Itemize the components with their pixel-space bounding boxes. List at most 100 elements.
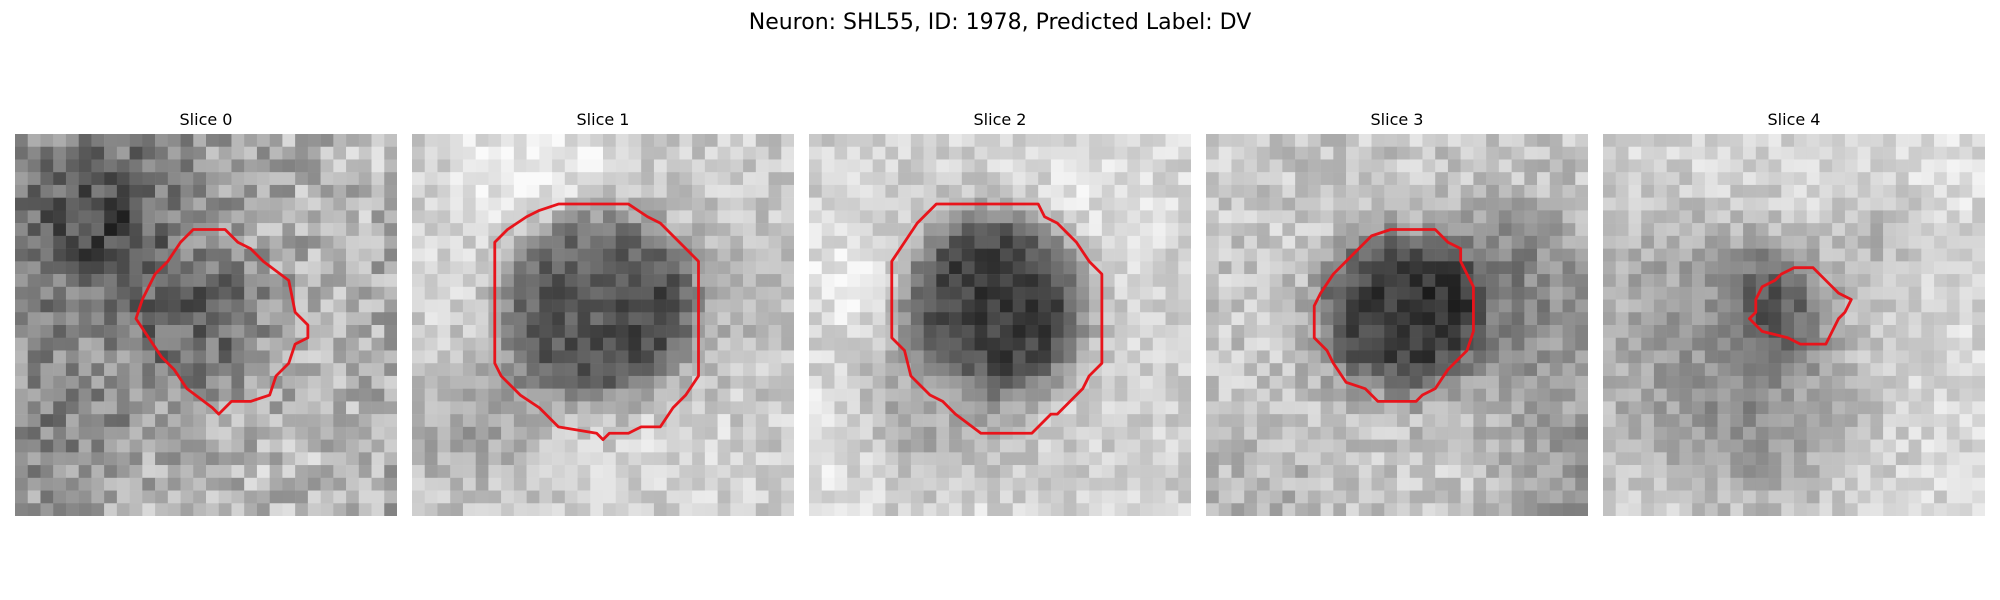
image-pixel	[1231, 325, 1245, 338]
image-pixel	[1603, 172, 1616, 186]
image-pixel	[346, 325, 360, 338]
image-pixel	[1295, 184, 1309, 198]
image-pixel	[987, 261, 1001, 275]
image-pixel	[282, 261, 296, 275]
image-pixel	[1832, 490, 1846, 504]
image-pixel	[1435, 210, 1449, 224]
image-pixel	[1346, 426, 1360, 440]
image-pixel	[1422, 146, 1436, 160]
image-pixel	[1857, 184, 1871, 198]
image-pixel	[65, 388, 79, 402]
image-pixel	[1256, 452, 1270, 466]
image-pixel	[653, 312, 667, 326]
image-pixel	[488, 172, 502, 186]
image-pixel	[1524, 172, 1538, 186]
image-pixel	[1178, 325, 1191, 338]
image-pixel	[116, 146, 130, 160]
image-pixel	[218, 439, 232, 453]
image-pixel	[1473, 477, 1487, 491]
image-pixel	[1717, 439, 1731, 453]
image-pixel	[1307, 248, 1321, 262]
image-pixel	[1524, 299, 1538, 313]
image-pixel	[1819, 503, 1833, 516]
image-pixel	[129, 337, 143, 351]
image-pixel	[821, 325, 835, 338]
image-pixel	[1908, 286, 1922, 300]
image-pixel	[1615, 312, 1629, 326]
image-pixel	[450, 439, 464, 453]
image-pixel	[1152, 261, 1166, 275]
image-pixel	[1895, 159, 1909, 173]
image-pixel	[1717, 146, 1731, 160]
image-pixel	[1358, 210, 1372, 224]
image-pixel	[167, 503, 181, 516]
image-pixel	[666, 159, 680, 173]
image-pixel	[1101, 184, 1115, 198]
image-pixel	[1384, 439, 1398, 453]
image-pixel	[1089, 490, 1103, 504]
image-pixel	[898, 465, 912, 479]
image-pixel	[1295, 172, 1309, 186]
image-pixel	[91, 210, 105, 224]
image-pixel	[1972, 363, 1985, 377]
image-pixel	[628, 261, 642, 275]
image-pixel	[1549, 325, 1563, 338]
image-pixel	[1218, 286, 1232, 300]
image-pixel	[809, 490, 822, 504]
image-pixel	[65, 223, 79, 237]
image-pixel	[1140, 363, 1154, 377]
image-pixel	[501, 388, 515, 402]
image-pixel	[1755, 235, 1769, 249]
image-pixel	[1768, 286, 1782, 300]
image-pixel	[1320, 363, 1334, 377]
image-pixel	[1473, 414, 1487, 428]
image-pixel	[603, 286, 616, 300]
image-pixel	[1127, 452, 1141, 466]
image-pixel	[501, 490, 515, 504]
image-pixel	[603, 299, 616, 313]
image-pixel	[1244, 299, 1258, 313]
image-pixel	[628, 210, 642, 224]
image-pixel	[1050, 388, 1064, 402]
image-pixel	[1781, 172, 1795, 186]
image-pixel	[116, 325, 130, 338]
image-pixel	[27, 172, 41, 186]
image-pixel	[898, 503, 912, 516]
image-pixel	[1127, 172, 1141, 186]
image-pixel	[704, 388, 718, 402]
image-pixel	[142, 134, 156, 147]
image-pixel	[462, 439, 476, 453]
image-pixel	[961, 159, 975, 173]
image-pixel	[256, 299, 270, 313]
image-pixel	[781, 235, 794, 249]
image-pixel	[1435, 337, 1449, 351]
image-pixel	[1038, 146, 1052, 160]
image-pixel	[1575, 286, 1588, 300]
image-pixel	[91, 452, 105, 466]
image-pixel	[615, 465, 629, 479]
image-pixel	[1422, 248, 1436, 262]
image-pixel	[692, 210, 706, 224]
image-pixel	[1908, 325, 1922, 338]
image-pixel	[730, 439, 744, 453]
image-pixel	[1743, 388, 1757, 402]
image-pixel	[1140, 286, 1154, 300]
image-pixel	[1012, 337, 1026, 351]
image-pixel	[987, 286, 1001, 300]
image-pixel	[526, 299, 540, 313]
image-pixel	[1498, 184, 1512, 198]
image-pixel	[1218, 172, 1232, 186]
image-pixel	[269, 503, 283, 516]
image-pixel	[307, 197, 321, 211]
image-pixel	[116, 299, 130, 313]
image-pixel	[437, 134, 451, 147]
image-pixel	[1946, 261, 1960, 275]
image-pixel	[269, 465, 283, 479]
image-pixel	[1895, 337, 1909, 351]
image-pixel	[412, 184, 425, 198]
image-pixel	[462, 235, 476, 249]
image-pixel	[847, 248, 861, 262]
image-pixel	[1127, 312, 1141, 326]
image-pixel	[15, 274, 28, 288]
image-pixel	[1140, 439, 1154, 453]
